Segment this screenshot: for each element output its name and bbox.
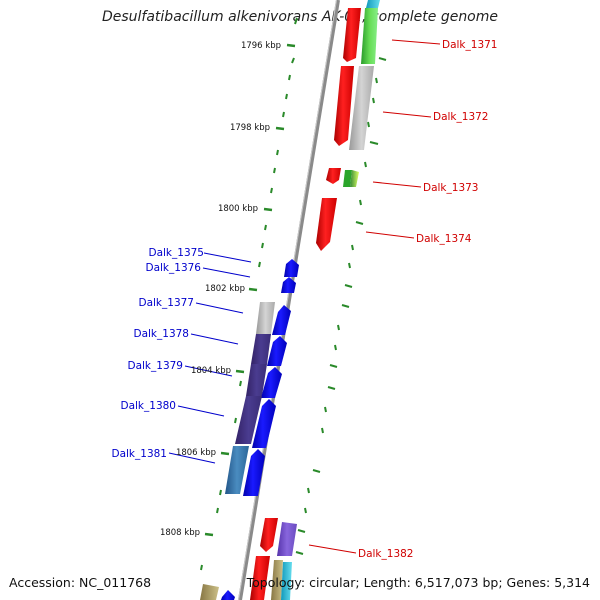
gene-label-reverse[interactable]: Dalk_1375: [149, 247, 205, 259]
gene-label-forward[interactable]: Dalk_1374: [416, 233, 472, 245]
gene-blue-1381: [243, 449, 265, 496]
map-title: Desulfatibacillum alkenivorans AK-01, co…: [101, 9, 499, 25]
gene-red-1382a: [260, 518, 278, 552]
forward-leaders: [308, 39, 441, 554]
reverse-genes: [200, 259, 299, 600]
kbp-label: 1800 kbp: [218, 204, 258, 214]
gene-green-1373: [343, 170, 352, 187]
gene-label-reverse[interactable]: Dalk_1378: [134, 328, 190, 340]
outer-ruler: [295, 57, 387, 555]
gene-cyan-bottom: [281, 562, 292, 600]
kbp-label: 1798 kbp: [230, 123, 270, 133]
gene-purple-1380: [235, 396, 262, 444]
gene-olive-bottom: [271, 560, 283, 600]
gene-grey-1372: [349, 66, 374, 150]
gene-label-forward[interactable]: Dalk_1373: [423, 182, 479, 194]
gene-label-forward[interactable]: Dalk_1371: [442, 39, 498, 51]
gene-label-reverse[interactable]: Dalk_1376: [146, 262, 202, 274]
gene-label-reverse[interactable]: Dalk_1379: [128, 360, 184, 372]
gene-red-1372: [334, 66, 354, 146]
gene-purple-1378: [251, 334, 271, 364]
gene-violet-1382: [277, 522, 297, 556]
inner-ruler: [200, 17, 298, 571]
gene-blue-1375: [284, 259, 299, 277]
gene-blue-1377: [272, 305, 291, 335]
backbone-highlight: [238, 0, 337, 600]
gene-lime-1373: [350, 170, 359, 187]
gene-steel-1381: [225, 446, 249, 494]
accession-text: Accession: NC_011768: [9, 575, 152, 590]
gene-blue-1378: [267, 336, 287, 366]
gene-olive-left: [200, 584, 219, 600]
gene-label-reverse[interactable]: Dalk_1380: [121, 400, 177, 412]
kbp-label: 1806 kbp: [176, 448, 216, 458]
gene-blue-1379: [261, 367, 282, 398]
genome-summary-text: Topology: circular; Length: 6,517,073 bp…: [246, 575, 590, 590]
gene-red-1382b: [250, 556, 270, 600]
gene-blue-1376: [281, 277, 296, 293]
gene-blue-bottom: [221, 590, 235, 600]
gene-label-forward[interactable]: Dalk_1372: [433, 111, 489, 123]
gene-red-1371: [343, 8, 361, 62]
gene-grey-1377: [256, 302, 275, 334]
forward-genes: [250, 0, 380, 600]
gene-label-reverse[interactable]: Dalk_1381: [112, 448, 168, 460]
kbp-label: 1796 kbp: [241, 41, 281, 51]
gene-blue-1380: [252, 399, 276, 448]
kbp-label: 1802 kbp: [205, 284, 245, 294]
genome-backbone: [238, 0, 340, 600]
gene-label-forward[interactable]: Dalk_1382: [358, 548, 414, 560]
gene-purple-1379: [246, 364, 267, 396]
kbp-label: 1804 kbp: [191, 366, 231, 376]
gene-cyan-top: [366, 0, 380, 8]
reverse-leaders: [168, 252, 252, 464]
kbp-label: 1808 kbp: [160, 528, 200, 538]
gene-label-reverse[interactable]: Dalk_1377: [139, 297, 195, 309]
gene-green-1371: [361, 8, 378, 64]
gene-red-1373: [326, 168, 341, 184]
gene-red-1374: [316, 198, 337, 251]
